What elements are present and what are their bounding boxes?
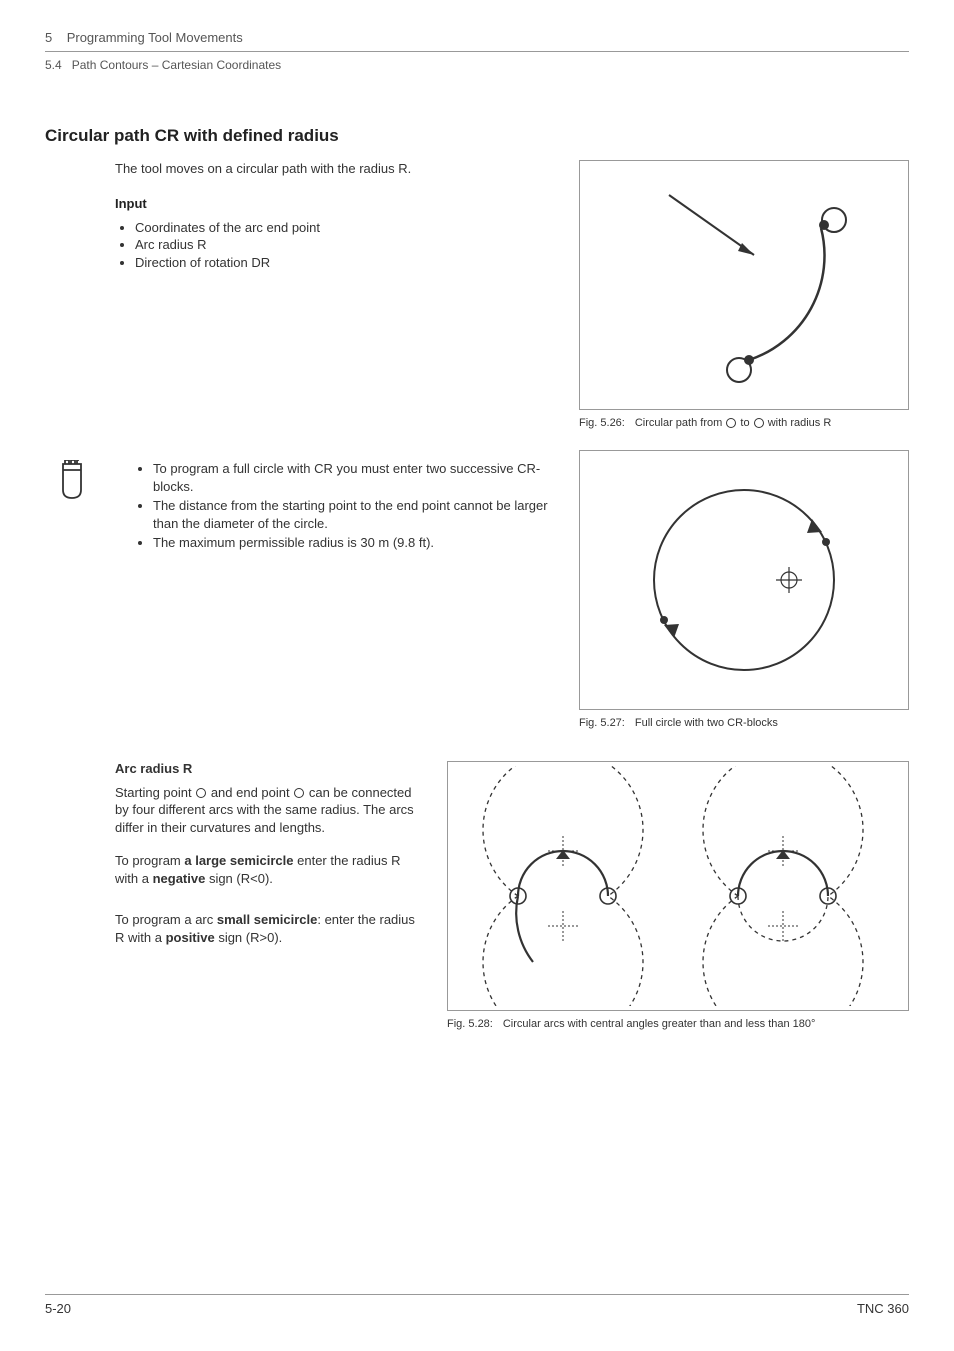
arc-p1: Starting point and end point can be conn…: [115, 784, 417, 837]
input-item: Coordinates of the arc end point: [135, 219, 549, 237]
note-item: To program a full circle with CR you mus…: [153, 460, 549, 495]
input-heading: Input: [115, 196, 549, 211]
figure-5-26-caption: Fig. 5.26: Circular path from to with ra…: [579, 416, 909, 430]
chapter-title: Programming Tool Movements: [67, 30, 243, 45]
intro-text: The tool moves on a circular path with t…: [115, 160, 549, 178]
fig-caption-text: Circular path from to with radius R: [635, 416, 831, 430]
circle-icon: [726, 418, 736, 428]
note-icon: [55, 460, 93, 500]
input-list: Coordinates of the arc end point Arc rad…: [135, 219, 549, 272]
fig-label: Fig. 5.28:: [447, 1017, 493, 1031]
figure-5-26: [579, 160, 909, 410]
input-item: Arc radius R: [135, 236, 549, 254]
page-title: Circular path CR with defined radius: [45, 126, 909, 146]
fig-label: Fig. 5.26:: [579, 416, 625, 430]
note-block: To program a full circle with CR you mus…: [45, 460, 549, 554]
input-item: Direction of rotation DR: [135, 254, 549, 272]
note-item: The distance from the starting point to …: [153, 497, 549, 532]
fig-caption-text: Circular arcs with central angles greate…: [503, 1017, 816, 1031]
circle-icon: [294, 788, 304, 798]
circle-icon: [196, 788, 206, 798]
page-footer: 5-20 TNC 360: [45, 1294, 909, 1316]
header-section: 5.4 Path Contours – Cartesian Coordinate…: [45, 58, 909, 72]
arc-p2: To program a large semicircle enter the …: [115, 852, 417, 887]
arc-p3: To program a arc small semicircle: enter…: [115, 911, 417, 946]
fig-caption-text: Full circle with two CR-blocks: [635, 716, 778, 730]
note-item: The maximum permissible radius is 30 m (…: [153, 534, 549, 552]
arc-radius-heading: Arc radius R: [115, 761, 417, 776]
figure-5-27: [579, 450, 909, 710]
page-number: 5-20: [45, 1301, 71, 1316]
figure-5-28: [447, 761, 909, 1011]
circle-icon: [754, 418, 764, 428]
header-chapter: 5 Programming Tool Movements: [45, 30, 909, 45]
section-title: Path Contours – Cartesian Coordinates: [72, 58, 281, 72]
doc-id: TNC 360: [857, 1301, 909, 1316]
section-num: 5.4: [45, 58, 62, 72]
fig-label: Fig. 5.27:: [579, 716, 625, 730]
header-rule-1: [45, 51, 909, 52]
figure-5-28-caption: Fig. 5.28: Circular arcs with central an…: [447, 1017, 909, 1031]
chapter-num: 5: [45, 30, 52, 45]
figure-5-27-caption: Fig. 5.27: Full circle with two CR-block…: [579, 716, 909, 730]
footer-rule: [45, 1294, 909, 1295]
